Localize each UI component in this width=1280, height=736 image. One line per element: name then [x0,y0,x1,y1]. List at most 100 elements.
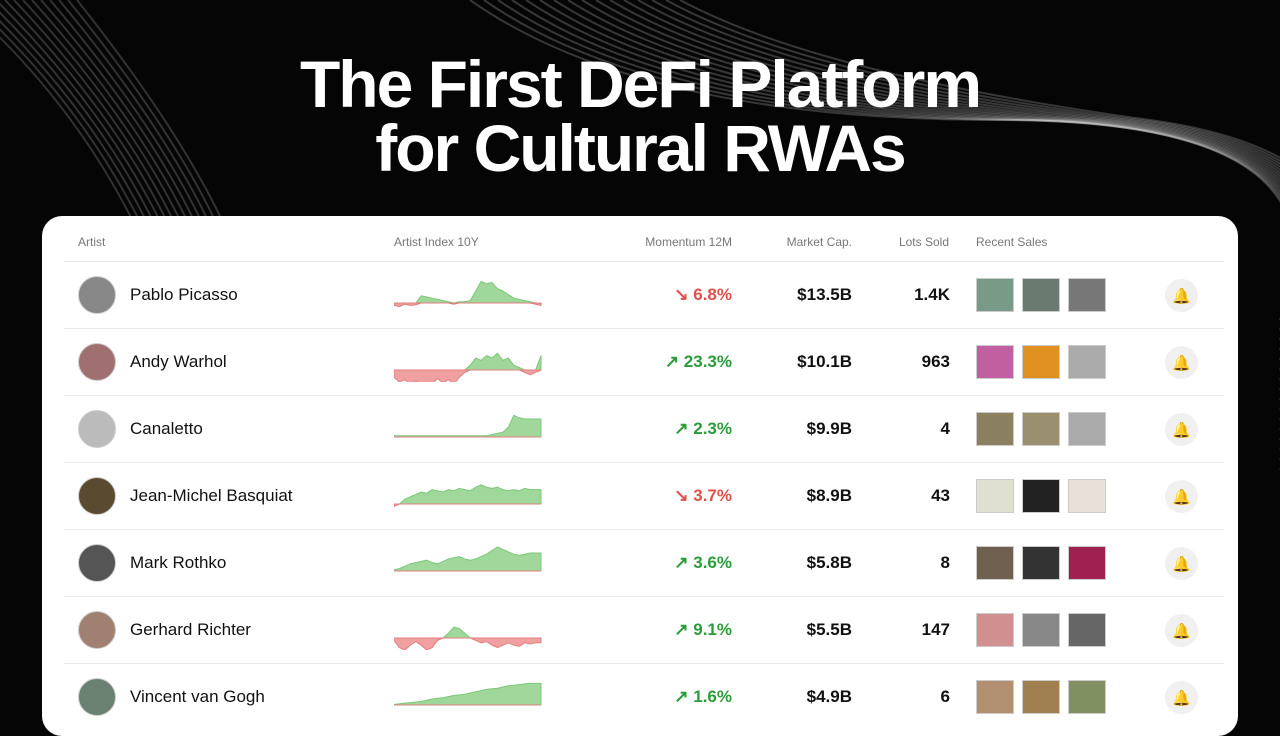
artist-avatar [78,678,116,716]
header-lots-sold[interactable]: Lots Sold [898,235,949,249]
recent-sale-thumbnail[interactable] [976,345,1014,379]
sparkline-positive-area [394,682,542,706]
artist-name[interactable]: Pablo Picasso [130,285,238,304]
recent-sales [976,546,1106,580]
sparkline-positive-area [394,280,541,304]
lots-sold-value: 4 [940,419,950,438]
sparkline-negative-area [394,369,542,382]
recent-sale-thumbnail[interactable] [1068,412,1106,446]
market-cap-value: $9.9B [806,419,852,438]
table-row[interactable]: Canaletto ↗ 2.3% $9.9B 4 🔔 [64,395,1224,462]
recent-sales [976,479,1106,513]
artist-table: Artist Artist Index 10Y Momentum 12M Mar… [42,216,1238,736]
artist-avatar [78,611,116,649]
sparkline-positive-area [394,352,542,371]
recent-sale-thumbnail[interactable] [976,613,1014,647]
recent-sale-thumbnail[interactable] [1068,680,1106,714]
sparkline-positive-area [394,626,541,639]
recent-sale-thumbnail[interactable] [1022,546,1060,580]
artist-name[interactable]: Jean-Michel Basquiat [130,486,293,505]
artist-name[interactable]: Vincent van Gogh [130,687,265,706]
momentum-value: ↗ 2.3% [674,419,732,438]
add-alert-bell-icon[interactable]: 🔔 [1165,279,1198,312]
market-cap-value: $5.5B [806,620,852,639]
market-cap-value: $8.9B [806,486,852,505]
add-alert-bell-icon[interactable]: 🔔 [1165,480,1198,513]
recent-sale-thumbnail[interactable] [1022,479,1060,513]
market-cap-value: $4.9B [806,687,852,706]
table-row[interactable]: Andy Warhol ↗ 23.3% $10.1B 963 🔔 [64,328,1224,395]
lots-sold-value: 43 [931,486,950,505]
recent-sale-thumbnail[interactable] [976,278,1014,312]
recent-sale-thumbnail[interactable] [1068,546,1106,580]
market-cap-value: $13.5B [797,285,852,304]
table-row[interactable]: Vincent van Gogh ↗ 1.6% $4.9B 6 🔔 [64,663,1224,730]
sparkline-positive-area [394,484,542,505]
add-alert-bell-icon[interactable]: 🔔 [1165,681,1198,714]
recent-sale-thumbnail[interactable] [1022,412,1060,446]
recent-sale-thumbnail[interactable] [976,479,1014,513]
artist-index-sparkline [394,414,542,438]
artist-index-sparkline [394,546,542,572]
artist-avatar [78,343,116,381]
sparkline-positive-area [394,414,542,438]
header-recent-sales: Recent Sales [976,235,1048,249]
momentum-value: ↘ 6.8% [674,285,732,304]
momentum-value: ↗ 3.6% [674,553,732,572]
header-market-cap[interactable]: Market Cap. [786,235,852,249]
momentum-value: ↗ 23.3% [664,352,732,371]
market-cap-value: $10.1B [797,352,852,371]
artist-index-sparkline [394,682,542,706]
table-row[interactable]: Pablo Picasso ↘ 6.8% $13.5B 1.4K 🔔 [64,261,1224,328]
lots-sold-value: 8 [940,553,950,572]
sparkline-negative-area [394,302,542,308]
table-row[interactable]: Mark Rothko ↗ 3.6% $5.8B 8 🔔 [64,529,1224,596]
recent-sales [976,412,1106,446]
header-index[interactable]: Artist Index 10Y [394,235,479,249]
lots-sold-value: 147 [921,620,950,639]
recent-sales [976,680,1106,714]
recent-sale-thumbnail[interactable] [1022,345,1060,379]
sparkline-negative-area [394,637,542,650]
headline: The First DeFi Platform for Cultural RWAs [299,47,982,185]
artist-name[interactable]: Canaletto [130,419,203,438]
recent-sale-thumbnail[interactable] [1068,345,1106,379]
recent-sale-thumbnail[interactable] [1068,278,1106,312]
table-row[interactable]: Jean-Michel Basquiat ↘ 3.7% $8.9B 43 🔔 [64,462,1224,529]
recent-sale-thumbnail[interactable] [1022,680,1060,714]
add-alert-bell-icon[interactable]: 🔔 [1165,547,1198,580]
artist-avatar [78,276,116,314]
artist-index-sparkline [394,626,542,650]
recent-sales [976,613,1106,647]
recent-sales [976,345,1106,379]
lots-sold-value: 1.4K [914,285,950,304]
artist-avatar [78,477,116,515]
header-artist[interactable]: Artist [78,235,106,249]
recent-sale-thumbnail[interactable] [1068,479,1106,513]
table-row[interactable]: Gerhard Richter ↗ 9.1% $5.5B 147 🔔 [64,596,1224,663]
recent-sale-thumbnail[interactable] [1022,278,1060,312]
lots-sold-value: 6 [940,687,950,706]
momentum-value: ↘ 3.7% [674,486,732,505]
recent-sale-thumbnail[interactable] [976,546,1014,580]
momentum-value: ↗ 1.6% [674,687,732,706]
recent-sales [976,278,1106,312]
recent-sale-thumbnail[interactable] [976,680,1014,714]
artist-name[interactable]: Gerhard Richter [130,620,251,639]
lots-sold-value: 963 [921,352,950,371]
add-alert-bell-icon[interactable]: 🔔 [1165,614,1198,647]
artist-avatar [78,410,116,448]
add-alert-bell-icon[interactable]: 🔔 [1165,413,1198,446]
recent-sale-thumbnail[interactable] [976,412,1014,446]
recent-sale-thumbnail[interactable] [1022,613,1060,647]
artist-avatar [78,544,116,582]
artist-index-sparkline [394,484,542,507]
market-cap-value: $5.8B [806,553,852,572]
momentum-value: ↗ 9.1% [674,620,732,639]
add-alert-bell-icon[interactable]: 🔔 [1165,346,1198,379]
sparkline-negative-area [394,503,541,507]
artist-name[interactable]: Mark Rothko [130,553,227,572]
artist-name[interactable]: Andy Warhol [130,352,227,371]
header-momentum[interactable]: Momentum 12M [645,235,732,249]
recent-sale-thumbnail[interactable] [1068,613,1106,647]
